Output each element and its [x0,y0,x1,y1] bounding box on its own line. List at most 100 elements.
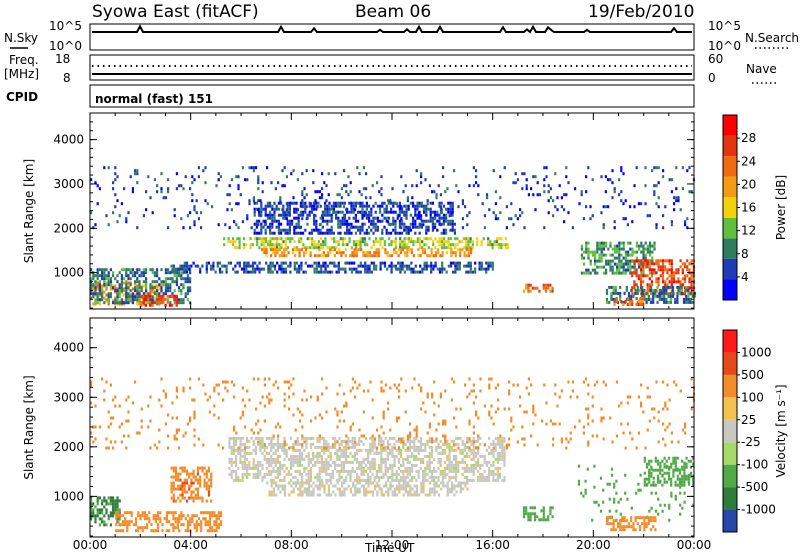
echo-cell [402,262,404,265]
echo-cell [477,452,479,455]
echo-cell [547,287,549,290]
echo-cell [477,440,479,443]
echo-cell [495,467,497,470]
echo-cell [375,229,377,232]
echo-cell [422,476,424,479]
echo-cell [163,292,165,295]
colorbar-segment [723,218,737,239]
echo-cell [177,526,179,529]
echo-cell [650,289,652,292]
echo-cell [268,494,270,497]
echo-cell [177,479,179,482]
echo-cell [446,187,448,190]
echo-cell [492,452,494,455]
echo-cell [338,251,340,254]
echo-cell [299,464,301,467]
echo-cell [310,443,312,446]
echo-cell [292,461,294,464]
echo-cell [127,286,129,289]
echo-cell [451,488,453,491]
echo-cell [105,511,107,514]
echo-cell [166,520,168,523]
echo-cell [119,271,121,274]
echo-cell [499,455,501,458]
echo-cell [366,205,368,208]
echo-cell [211,514,213,517]
echo-cell [367,479,369,482]
echo-cell [193,208,195,211]
echo-cell [466,455,468,458]
echo-cell [319,446,321,449]
echo-cell [371,473,373,476]
echo-cell [541,518,543,521]
echo-cell [587,248,589,251]
echo-cell [625,263,627,266]
echo-cell [303,449,305,452]
echo-cell [322,211,324,214]
echo-cell [396,488,398,491]
echo-cell [441,237,443,240]
echo-cell [303,271,305,274]
echo-cell [105,499,107,502]
echo-cell [679,486,681,489]
echo-cell [224,223,226,226]
echo-cell [484,455,486,458]
echo-cell [367,254,369,257]
echo-cell [581,254,583,257]
echo-cell [209,526,211,529]
echo-cell [357,240,359,243]
echo-cell [354,208,356,211]
echo-cell [376,181,378,184]
echo-cell [426,467,428,470]
echo-cell [306,488,308,491]
echo-cell [142,511,144,514]
echo-cell [125,280,127,283]
echo-cell [327,251,329,254]
echo-cell [337,226,339,229]
echo-cell [658,205,660,208]
echo-cell [519,214,521,217]
echo-cell [610,528,612,531]
echo-cell [407,473,409,476]
echo-cell [119,301,121,304]
echo-cell [659,289,661,292]
echo-cell [347,461,349,464]
echo-cell [208,485,210,488]
echo-cell [391,452,393,455]
echo-cell [341,196,343,199]
echo-cell [420,172,422,175]
echo-cell [481,473,483,476]
echo-cell [658,181,660,184]
echo-cell [416,491,418,494]
echo-cell [384,262,386,265]
echo-cell [390,208,392,211]
echo-cell [380,461,382,464]
echo-cell [117,514,119,517]
echo-cell [171,277,173,280]
echo-cell [422,470,424,473]
echo-cell [130,283,132,286]
echo-cell [347,470,349,473]
echo-cell [267,205,269,208]
echo-cell [291,220,293,223]
echo-cell [515,214,517,217]
echo-cell [413,440,415,443]
echo-cell [627,223,629,226]
echo-cell [361,202,363,205]
echo-cell [277,446,279,449]
echo-cell [231,476,233,479]
echo-cell [415,449,417,452]
echo-cell [457,262,459,265]
echo-cell [200,523,202,526]
echo-cell [172,526,174,529]
echo-cell [652,295,654,298]
echo-cell [204,166,206,169]
echo-cell [407,196,409,199]
echo-cell [530,187,532,190]
echo-cell [114,205,116,208]
echo-cell [434,237,436,240]
echo-cell [191,193,193,196]
echo-cell [473,437,475,440]
echo-cell [237,476,239,479]
echo-cell [189,286,191,289]
